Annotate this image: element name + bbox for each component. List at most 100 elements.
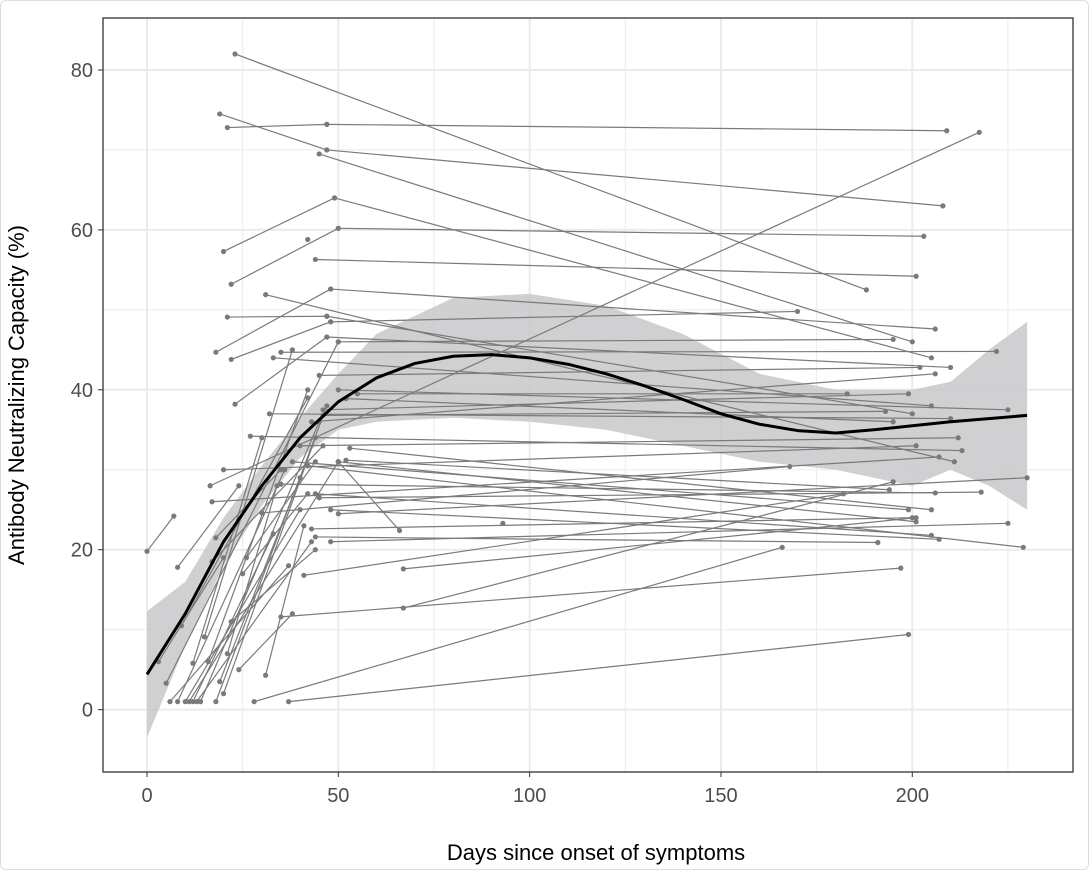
data-point <box>1005 520 1011 526</box>
data-point <box>354 391 361 397</box>
data-point <box>335 225 341 231</box>
data-point <box>312 491 318 497</box>
x-axis-label: Days since onset of symptoms <box>447 840 745 865</box>
data-point <box>289 459 296 465</box>
data-point <box>289 611 296 617</box>
subject-segment <box>403 517 917 570</box>
data-point <box>993 348 1000 355</box>
data-point <box>305 236 311 243</box>
data-point <box>324 403 330 409</box>
data-point <box>289 347 296 353</box>
data-point <box>270 355 276 361</box>
data-point <box>167 699 173 705</box>
data-point <box>1024 475 1030 481</box>
data-point <box>905 391 912 397</box>
data-point <box>324 313 330 319</box>
data-point <box>328 286 334 292</box>
data-point <box>278 349 284 355</box>
data-point <box>312 534 318 540</box>
subject-segment <box>146 515 175 552</box>
subject-segment <box>330 522 1008 543</box>
subject-segment <box>326 149 943 207</box>
data-point <box>274 483 280 489</box>
data-point <box>220 555 227 561</box>
data-point <box>1020 544 1026 550</box>
data-point <box>144 548 150 554</box>
data-point <box>951 459 957 465</box>
subject-segment <box>177 485 240 568</box>
data-point <box>328 539 334 545</box>
subject-segment <box>345 459 890 491</box>
data-point <box>936 536 942 542</box>
data-point <box>213 699 219 705</box>
subject-segment <box>349 447 932 511</box>
data-point <box>928 532 935 538</box>
data-point <box>905 507 912 513</box>
smooth-curve-group <box>145 353 1028 676</box>
subject-segment <box>219 113 328 151</box>
data-point <box>266 411 273 417</box>
data-point <box>228 619 234 625</box>
data-point <box>947 364 954 371</box>
subject-segment <box>215 288 331 353</box>
data-point <box>890 419 896 425</box>
data-point <box>171 513 177 519</box>
data-point <box>217 111 223 117</box>
data-point <box>190 699 196 705</box>
subject-segment <box>315 258 917 277</box>
data-point <box>163 680 169 686</box>
x-tick-label: 200 <box>896 785 929 807</box>
data-point <box>305 387 311 393</box>
data-point <box>794 308 801 315</box>
data-point <box>917 364 923 371</box>
data-point <box>197 699 204 705</box>
subject-segment <box>209 131 980 487</box>
subject-segment <box>212 456 940 503</box>
subject-segment <box>288 633 909 703</box>
data-point <box>312 435 318 441</box>
data-point <box>224 124 230 131</box>
data-point <box>297 475 303 481</box>
data-point <box>976 129 982 135</box>
subject-segment <box>203 349 293 638</box>
data-point <box>400 605 406 611</box>
smooth-trend-line <box>145 353 1028 676</box>
subject-segment <box>280 567 901 618</box>
y-tick-label: 20 <box>71 540 93 562</box>
subject-segment <box>292 461 909 511</box>
data-point <box>228 281 234 287</box>
subject-segment <box>265 525 305 676</box>
data-point <box>779 544 785 550</box>
subject-segment <box>169 565 290 703</box>
data-point <box>335 387 341 393</box>
data-point <box>909 411 915 417</box>
x-tick-label: 50 <box>327 785 349 807</box>
data-point <box>175 699 181 705</box>
segments-group <box>144 51 1030 705</box>
data-point <box>201 634 208 640</box>
data-point <box>909 339 915 345</box>
confidence-ribbon-group <box>147 293 1028 738</box>
data-point <box>932 326 938 332</box>
data-point <box>898 565 904 571</box>
data-point <box>1005 407 1011 413</box>
subject-segment <box>196 541 313 702</box>
data-point <box>186 699 192 705</box>
subject-segment <box>319 153 913 343</box>
data-point <box>905 631 912 638</box>
y-tick-label: 0 <box>82 700 93 722</box>
data-point <box>305 491 311 497</box>
subject-segment <box>211 445 324 563</box>
data-point <box>312 256 318 263</box>
data-point <box>205 659 211 665</box>
data-point <box>259 435 265 441</box>
subject-segment <box>230 321 331 360</box>
data-point <box>928 355 935 361</box>
subject-segment <box>326 123 947 132</box>
ticks-group: 0 50 100 150 200 0 20 40 60 80 <box>71 60 929 807</box>
data-point <box>220 248 227 255</box>
data-point <box>913 515 919 521</box>
subject-segment <box>330 310 798 323</box>
data-point <box>308 419 315 425</box>
subject-segment <box>165 341 339 684</box>
